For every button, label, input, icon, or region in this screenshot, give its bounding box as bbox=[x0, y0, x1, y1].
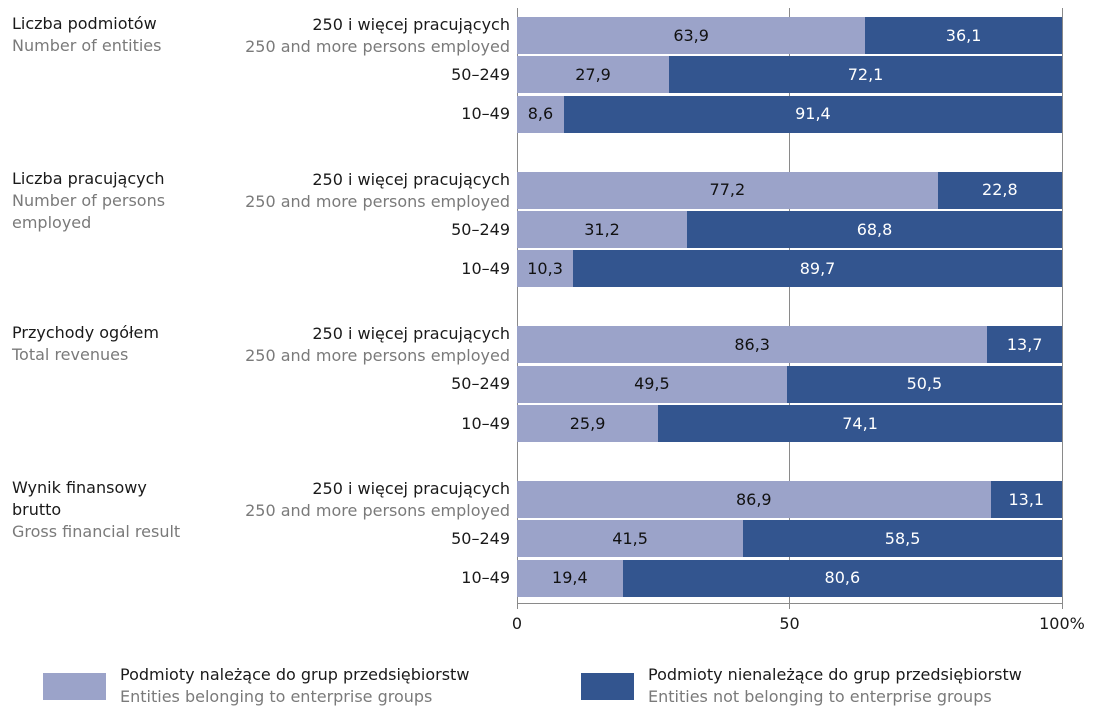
data-label: 22,8 bbox=[982, 180, 1018, 200]
data-label: 68,8 bbox=[856, 219, 893, 239]
bar bbox=[865, 17, 1062, 54]
grid-line bbox=[789, 8, 790, 609]
grid-line bbox=[516, 8, 518, 609]
x-tick-label: 0 bbox=[511, 614, 523, 633]
bar bbox=[743, 520, 1062, 558]
category-label: 50–249 bbox=[451, 64, 510, 84]
data-label: 41,5 bbox=[612, 528, 648, 548]
legend-label: Podmioty nienależące do grup przedsiębio… bbox=[648, 665, 1022, 684]
group-label: Liczba pracujących bbox=[12, 168, 165, 188]
data-label: 27,9 bbox=[575, 64, 611, 84]
category-note: 250 and more persons employed bbox=[245, 346, 510, 366]
group-label-en: Number of persons employed bbox=[12, 191, 166, 232]
bar bbox=[517, 171, 938, 209]
category-label: 250 i więcej pracujących bbox=[312, 15, 510, 34]
bar bbox=[517, 326, 988, 364]
category-label: 10–49 bbox=[461, 258, 510, 278]
category-label: 10–49 bbox=[461, 413, 510, 433]
bar bbox=[517, 481, 991, 519]
data-label: 58,5 bbox=[884, 528, 921, 548]
category-label: 250 i więcej pracujących bbox=[312, 479, 510, 499]
data-label: 91,4 bbox=[795, 104, 831, 124]
data-label: 86,9 bbox=[735, 489, 772, 509]
group-label: Liczba podmiotów bbox=[12, 14, 157, 33]
bar bbox=[517, 250, 574, 288]
category-note: 250 and more persons employed bbox=[245, 501, 510, 521]
data-label: 13,1 bbox=[1008, 489, 1045, 509]
bar bbox=[563, 95, 1062, 133]
legend-swatch bbox=[43, 673, 106, 700]
bar bbox=[517, 17, 866, 54]
bar bbox=[517, 520, 744, 558]
group-label-en: Number of entities bbox=[12, 36, 162, 55]
category-note: 250 and more persons employed bbox=[245, 37, 510, 56]
category-note: 250 and more persons employed bbox=[245, 191, 510, 211]
bar bbox=[517, 95, 564, 133]
data-label: 86,3 bbox=[734, 334, 770, 354]
legend-label-en: Entities belonging to enterprise groups bbox=[120, 687, 433, 706]
bar bbox=[687, 211, 1062, 248]
bar bbox=[517, 559, 623, 597]
grid-line bbox=[1061, 8, 1063, 609]
data-label: 63,9 bbox=[673, 25, 709, 45]
data-label: 74,1 bbox=[842, 413, 878, 433]
x-tick-label: 50 bbox=[779, 614, 800, 633]
bar bbox=[990, 481, 1062, 519]
bar bbox=[669, 56, 1062, 94]
bar bbox=[658, 405, 1062, 442]
data-label: 8,6 bbox=[527, 104, 554, 124]
data-label: 89,7 bbox=[799, 258, 836, 278]
legend-swatch bbox=[581, 673, 634, 700]
data-label: 36,1 bbox=[945, 25, 982, 45]
data-label: 80,6 bbox=[824, 568, 861, 588]
data-label: 13,7 bbox=[1006, 334, 1043, 354]
data-label: 72,1 bbox=[847, 64, 884, 84]
legend-label-en: Entities not belonging to enterprise gro… bbox=[648, 687, 992, 706]
category-label: 50–249 bbox=[451, 219, 510, 239]
bar bbox=[937, 171, 1062, 209]
category-label: 50–249 bbox=[451, 528, 510, 548]
data-label: 31,2 bbox=[584, 219, 620, 239]
bar bbox=[517, 211, 688, 248]
bar bbox=[573, 250, 1062, 288]
group-label: Wynik finansowy brutto bbox=[12, 478, 147, 520]
group-label: Przychody ogółem bbox=[12, 323, 159, 343]
category-label: 10–49 bbox=[461, 568, 510, 588]
category-label: 250 i więcej pracujących bbox=[312, 324, 510, 344]
group-label-en: Gross financial result bbox=[12, 522, 181, 541]
data-label: 25,9 bbox=[569, 413, 606, 433]
bar bbox=[622, 559, 1062, 597]
data-label: 50,5 bbox=[906, 374, 943, 394]
data-label: 49,5 bbox=[634, 374, 670, 394]
axis-line bbox=[517, 603, 1062, 604]
legend-label: Podmioty należące do grup przedsiębiorst… bbox=[120, 665, 470, 684]
x-tick-label: 100% bbox=[1039, 614, 1085, 633]
category-label: 250 i więcej pracujących bbox=[312, 169, 510, 189]
group-label-en: Total revenues bbox=[12, 345, 129, 364]
data-label: 19,4 bbox=[552, 568, 588, 588]
bar bbox=[517, 56, 670, 94]
category-label: 10–49 bbox=[461, 104, 510, 124]
bar bbox=[987, 326, 1062, 364]
bar bbox=[517, 405, 659, 442]
data-label: 10,3 bbox=[527, 258, 563, 278]
bar bbox=[786, 365, 1062, 403]
bar bbox=[517, 365, 787, 403]
category-label: 50–249 bbox=[451, 374, 510, 394]
data-label: 77,2 bbox=[709, 180, 746, 200]
